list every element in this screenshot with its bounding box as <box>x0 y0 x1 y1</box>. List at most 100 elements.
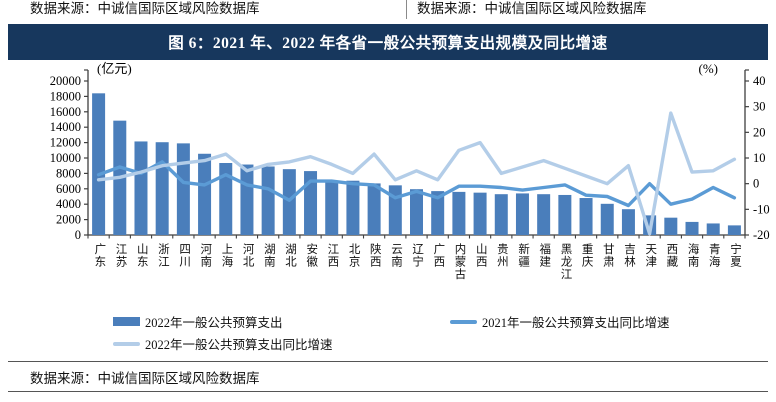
x-label-slot: 甘肃 <box>597 243 618 281</box>
line-swatch-icon <box>113 341 140 346</box>
bar-内蒙古 <box>452 191 466 235</box>
x-label-辽宁: 辽宁 <box>411 243 424 268</box>
x-label-河南: 河南 <box>199 243 212 268</box>
expenditure-growth-chart: 0200040006000800010000120001400016000180… <box>50 61 770 242</box>
x-label-山西: 山西 <box>474 243 487 268</box>
bar-吉林 <box>621 209 635 235</box>
bar-陕西 <box>367 183 381 235</box>
x-label-广东: 广东 <box>93 243 106 268</box>
x-label-slot: 上海 <box>215 243 236 281</box>
bar-辽宁 <box>410 189 423 235</box>
bar-宁夏 <box>727 225 741 235</box>
right-axis-tick-label: -10 <box>753 202 770 216</box>
x-label-吉林: 吉林 <box>623 243 636 268</box>
right-axis-unit-label: (%) <box>699 61 719 76</box>
x-label-上海: 上海 <box>220 243 233 268</box>
bar-重庆 <box>579 198 593 235</box>
left-axis-tick-label: 16000 <box>50 105 81 119</box>
bar-湖南 <box>261 166 275 235</box>
bar-云南 <box>388 185 402 235</box>
bar-安徽 <box>304 171 318 235</box>
left-axis-tick-label: 8000 <box>56 166 81 180</box>
x-label-slot: 西藏 <box>660 243 681 281</box>
bar-江西 <box>325 180 339 235</box>
x-label-福建: 福建 <box>538 243 551 268</box>
right-axis-tick-label: 30 <box>753 100 766 114</box>
x-label-西藏: 西藏 <box>665 243 678 268</box>
legend-item-2022-bar: 2022年一般公共预算支出 <box>113 312 283 331</box>
x-label-四川: 四川 <box>178 243 191 268</box>
x-label-slot: 河北 <box>236 243 257 281</box>
legend-row-1: 2022年一般公共预算支出 2021年一般公共预算支出同比增速 <box>0 312 776 334</box>
x-label-安徽: 安徽 <box>305 243 318 268</box>
x-axis-labels: 广东 江苏 山东 浙江 四川 河南 上海 河北 湖南 湖北 安徽 江西 北京 陕西 云南 辽宁 广西 内蒙古 山西贵… <box>88 243 745 281</box>
x-label-slot: 云南 <box>385 243 406 281</box>
bar-浙江 <box>155 142 169 235</box>
x-label-slot: 四川 <box>173 243 194 281</box>
legend-item-2021-growth: 2021年一般公共预算支出同比增速 <box>450 312 670 331</box>
x-label-湖南: 湖南 <box>262 243 275 268</box>
bar-福建 <box>537 194 551 235</box>
right-axis-tick-label: 10 <box>753 151 766 165</box>
x-label-slot: 北京 <box>342 243 363 281</box>
x-label-黑龙江: 黑龙江 <box>559 243 572 281</box>
bar-广西 <box>431 191 445 235</box>
x-label-slot: 广东 <box>88 243 109 281</box>
x-label-江西: 江西 <box>326 243 339 268</box>
left-axis-tick-label: 0 <box>75 228 81 242</box>
x-label-slot: 重庆 <box>575 243 596 281</box>
x-label-陕西: 陕西 <box>368 243 381 268</box>
x-label-河北: 河北 <box>241 243 254 268</box>
bar-河南 <box>198 153 212 235</box>
bar-黑龙江 <box>558 194 572 235</box>
x-label-江苏: 江苏 <box>114 243 127 268</box>
x-label-重庆: 重庆 <box>580 243 593 268</box>
bar-西藏 <box>664 217 678 235</box>
x-label-云南: 云南 <box>389 243 402 268</box>
x-label-广西: 广西 <box>432 243 445 268</box>
bar-四川 <box>176 143 190 235</box>
x-label-slot: 安徽 <box>300 243 321 281</box>
bar-山东 <box>134 141 148 235</box>
top-source-left: 数据来源：中诚信国际区域风险数据库 <box>0 0 407 19</box>
left-axis-tick-label: 14000 <box>50 120 81 134</box>
bar-贵州 <box>494 194 508 235</box>
footer-source-row: 数据来源：中诚信国际区域风险数据库 <box>8 361 768 392</box>
x-label-slot: 陕西 <box>363 243 384 281</box>
x-label-青海: 青海 <box>707 243 720 268</box>
x-label-slot: 浙江 <box>152 243 173 281</box>
bar-广东 <box>92 93 106 235</box>
x-label-slot: 辽宁 <box>406 243 427 281</box>
x-label-slot: 黑龙江 <box>554 243 575 281</box>
x-label-海南: 海南 <box>686 243 699 268</box>
left-axis-tick-label: 12000 <box>50 136 81 150</box>
x-label-slot: 江西 <box>321 243 342 281</box>
x-label-slot: 天津 <box>639 243 660 281</box>
x-label-slot: 湖北 <box>279 243 300 281</box>
bar-swatch-icon <box>113 317 140 326</box>
x-label-slot: 贵州 <box>491 243 512 281</box>
data-source-text: 数据来源：中诚信国际区域风险数据库 <box>30 1 260 16</box>
data-source-text: 数据来源：中诚信国际区域风险数据库 <box>30 370 260 386</box>
top-source-row: 数据来源：中诚信国际区域风险数据库 数据来源：中诚信国际区域风险数据库 <box>0 0 776 20</box>
x-label-slot: 湖南 <box>258 243 279 281</box>
x-label-slot: 河南 <box>194 243 215 281</box>
growth-line-2021 <box>96 160 737 208</box>
x-label-北京: 北京 <box>347 243 360 268</box>
right-axis-tick-label: 40 <box>753 74 766 88</box>
legend-label: 2022年一般公共预算支出同比增速 <box>145 338 333 352</box>
legend-item-2022-growth: 2022年一般公共预算支出同比增速 <box>113 334 333 353</box>
figure-title: 图 6：2021 年、2022 年各省一般公共预算支出规模及同比增速 <box>168 35 608 52</box>
x-label-slot: 广西 <box>427 243 448 281</box>
right-axis-tick-label: -20 <box>753 228 770 242</box>
x-label-slot: 吉林 <box>618 243 639 281</box>
bar-海南 <box>685 221 699 235</box>
bar-河北 <box>240 164 254 235</box>
left-axis-tick-label: 10000 <box>50 151 81 165</box>
left-axis-tick-label: 2000 <box>56 213 81 227</box>
left-axis-tick-label: 20000 <box>50 74 81 88</box>
legend-label: 2022年一般公共预算支出 <box>145 316 283 330</box>
bar-甘肃 <box>600 203 614 235</box>
bar-北京 <box>346 180 360 235</box>
